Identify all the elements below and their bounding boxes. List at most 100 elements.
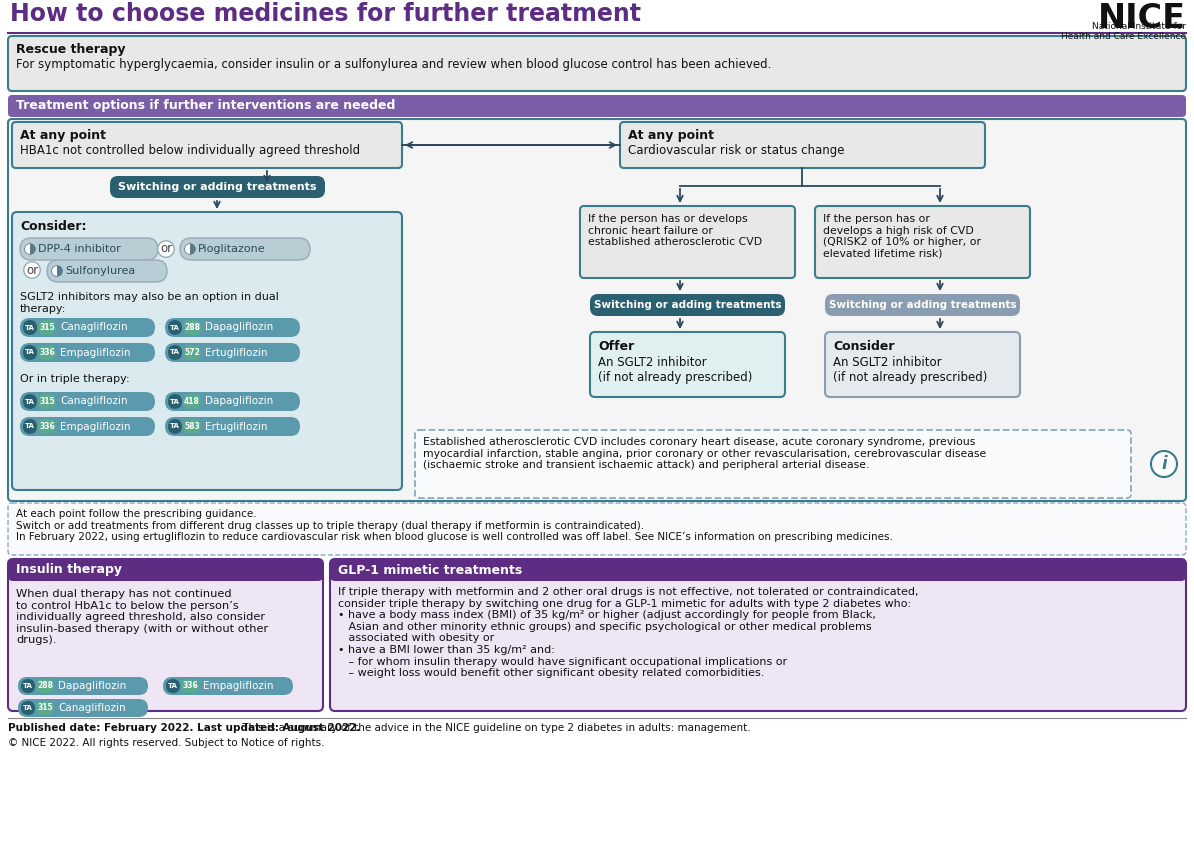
FancyBboxPatch shape xyxy=(180,238,310,260)
Text: 336: 336 xyxy=(183,682,198,690)
FancyBboxPatch shape xyxy=(165,417,300,436)
FancyBboxPatch shape xyxy=(23,320,37,335)
Text: Empagliflozin: Empagliflozin xyxy=(60,347,130,357)
FancyBboxPatch shape xyxy=(590,332,784,397)
FancyBboxPatch shape xyxy=(168,345,181,360)
FancyBboxPatch shape xyxy=(38,345,56,360)
FancyBboxPatch shape xyxy=(18,677,148,695)
Text: Dapagliflozin: Dapagliflozin xyxy=(205,396,273,407)
Text: If the person has or develops
chronic heart failure or
established atherosclerot: If the person has or develops chronic he… xyxy=(587,214,762,247)
FancyBboxPatch shape xyxy=(38,320,56,335)
FancyBboxPatch shape xyxy=(8,36,1186,91)
Text: National Institute for
Health and Care Excellence: National Institute for Health and Care E… xyxy=(1061,22,1186,42)
Text: 288: 288 xyxy=(184,323,201,332)
FancyBboxPatch shape xyxy=(36,701,54,715)
Text: Or in triple therapy:: Or in triple therapy: xyxy=(20,374,130,384)
Text: Switching or adding treatments: Switching or adding treatments xyxy=(118,182,316,192)
Text: GLP-1 mimetic treatments: GLP-1 mimetic treatments xyxy=(338,563,522,577)
FancyBboxPatch shape xyxy=(165,343,300,362)
FancyBboxPatch shape xyxy=(183,419,201,434)
FancyBboxPatch shape xyxy=(20,238,158,260)
Circle shape xyxy=(185,244,195,254)
Text: Treatment options if further interventions are needed: Treatment options if further interventio… xyxy=(16,99,395,113)
Text: TA: TA xyxy=(25,324,35,330)
Text: Canagliflozin: Canagliflozin xyxy=(59,703,125,713)
Text: At any point: At any point xyxy=(628,129,714,142)
Text: TA: TA xyxy=(23,683,33,689)
Text: When dual therapy has not continued
to control HbA1c to below the person’s
indiv: When dual therapy has not continued to c… xyxy=(16,589,269,645)
FancyBboxPatch shape xyxy=(23,345,37,360)
FancyBboxPatch shape xyxy=(20,343,155,362)
FancyBboxPatch shape xyxy=(168,320,181,335)
Text: 572: 572 xyxy=(184,348,199,357)
FancyBboxPatch shape xyxy=(8,559,324,581)
Text: Dapagliflozin: Dapagliflozin xyxy=(59,681,127,691)
FancyBboxPatch shape xyxy=(38,419,56,434)
Text: An SGLT2 inhibitor
(if not already prescribed): An SGLT2 inhibitor (if not already presc… xyxy=(833,356,987,384)
Text: 315: 315 xyxy=(39,323,55,332)
Text: Insulin therapy: Insulin therapy xyxy=(16,563,122,577)
FancyBboxPatch shape xyxy=(23,394,37,409)
Text: SGLT2 inhibitors may also be an option in dual
therapy:: SGLT2 inhibitors may also be an option i… xyxy=(20,292,279,313)
FancyBboxPatch shape xyxy=(183,394,201,409)
Text: or: or xyxy=(160,242,172,256)
Wedge shape xyxy=(25,244,30,254)
Circle shape xyxy=(1151,451,1177,477)
FancyBboxPatch shape xyxy=(20,318,155,337)
Text: If the person has or
develops a high risk of CVD
(QRISK2 of 10% or higher, or
el: If the person has or develops a high ris… xyxy=(823,214,981,259)
FancyBboxPatch shape xyxy=(825,294,1020,316)
Circle shape xyxy=(53,266,62,276)
FancyBboxPatch shape xyxy=(18,699,148,717)
FancyBboxPatch shape xyxy=(21,701,35,715)
Text: Ertugliflozin: Ertugliflozin xyxy=(205,422,267,431)
FancyBboxPatch shape xyxy=(165,318,300,337)
Text: Dapagliflozin: Dapagliflozin xyxy=(205,323,273,333)
Text: Offer: Offer xyxy=(598,340,634,353)
Text: 315: 315 xyxy=(37,704,53,712)
FancyBboxPatch shape xyxy=(168,394,181,409)
FancyBboxPatch shape xyxy=(12,212,402,490)
Text: If triple therapy with metformin and 2 other oral drugs is not effective, not to: If triple therapy with metformin and 2 o… xyxy=(338,587,918,678)
Text: Ertugliflozin: Ertugliflozin xyxy=(205,347,267,357)
FancyBboxPatch shape xyxy=(330,559,1186,581)
FancyBboxPatch shape xyxy=(168,419,181,434)
Text: i: i xyxy=(1161,455,1167,473)
Text: 418: 418 xyxy=(184,397,199,406)
FancyBboxPatch shape xyxy=(416,430,1131,498)
Text: TA: TA xyxy=(170,398,180,405)
Text: At any point: At any point xyxy=(20,129,106,142)
Text: At each point follow the prescribing guidance.
Switch or add treatments from dif: At each point follow the prescribing gui… xyxy=(16,509,893,542)
FancyBboxPatch shape xyxy=(580,206,795,278)
Text: HBA1c not controlled below individually agreed threshold: HBA1c not controlled below individually … xyxy=(20,144,361,157)
FancyBboxPatch shape xyxy=(825,332,1020,397)
Text: How to choose medicines for further treatment: How to choose medicines for further trea… xyxy=(10,2,641,26)
Text: 336: 336 xyxy=(39,348,55,357)
FancyBboxPatch shape xyxy=(330,559,1186,711)
FancyBboxPatch shape xyxy=(8,559,324,711)
FancyBboxPatch shape xyxy=(23,419,37,434)
Text: 336: 336 xyxy=(39,422,55,431)
Text: Sulfonylurea: Sulfonylurea xyxy=(64,266,135,276)
Text: 315: 315 xyxy=(39,397,55,406)
Text: Established atherosclerotic CVD includes coronary heart disease, acute coronary : Established atherosclerotic CVD includes… xyxy=(423,437,986,470)
FancyBboxPatch shape xyxy=(36,679,54,693)
Text: 288: 288 xyxy=(37,682,53,690)
FancyBboxPatch shape xyxy=(38,394,56,409)
FancyBboxPatch shape xyxy=(8,503,1186,555)
Text: Rescue therapy: Rescue therapy xyxy=(16,43,125,56)
Text: TA: TA xyxy=(25,424,35,429)
FancyBboxPatch shape xyxy=(181,679,199,693)
FancyBboxPatch shape xyxy=(164,677,293,695)
FancyBboxPatch shape xyxy=(21,679,35,693)
Text: or: or xyxy=(26,263,38,276)
Text: Switching or adding treatments: Switching or adding treatments xyxy=(593,300,781,310)
Text: 583: 583 xyxy=(184,422,199,431)
Wedge shape xyxy=(53,266,57,276)
FancyBboxPatch shape xyxy=(590,294,784,316)
Text: Published date: February 2022. Last updated: August 2022.: Published date: February 2022. Last upda… xyxy=(8,723,361,733)
Text: Pioglitazone: Pioglitazone xyxy=(198,244,265,254)
Text: TA: TA xyxy=(170,424,180,429)
FancyBboxPatch shape xyxy=(47,260,167,282)
FancyBboxPatch shape xyxy=(8,95,1186,117)
FancyBboxPatch shape xyxy=(110,176,325,198)
